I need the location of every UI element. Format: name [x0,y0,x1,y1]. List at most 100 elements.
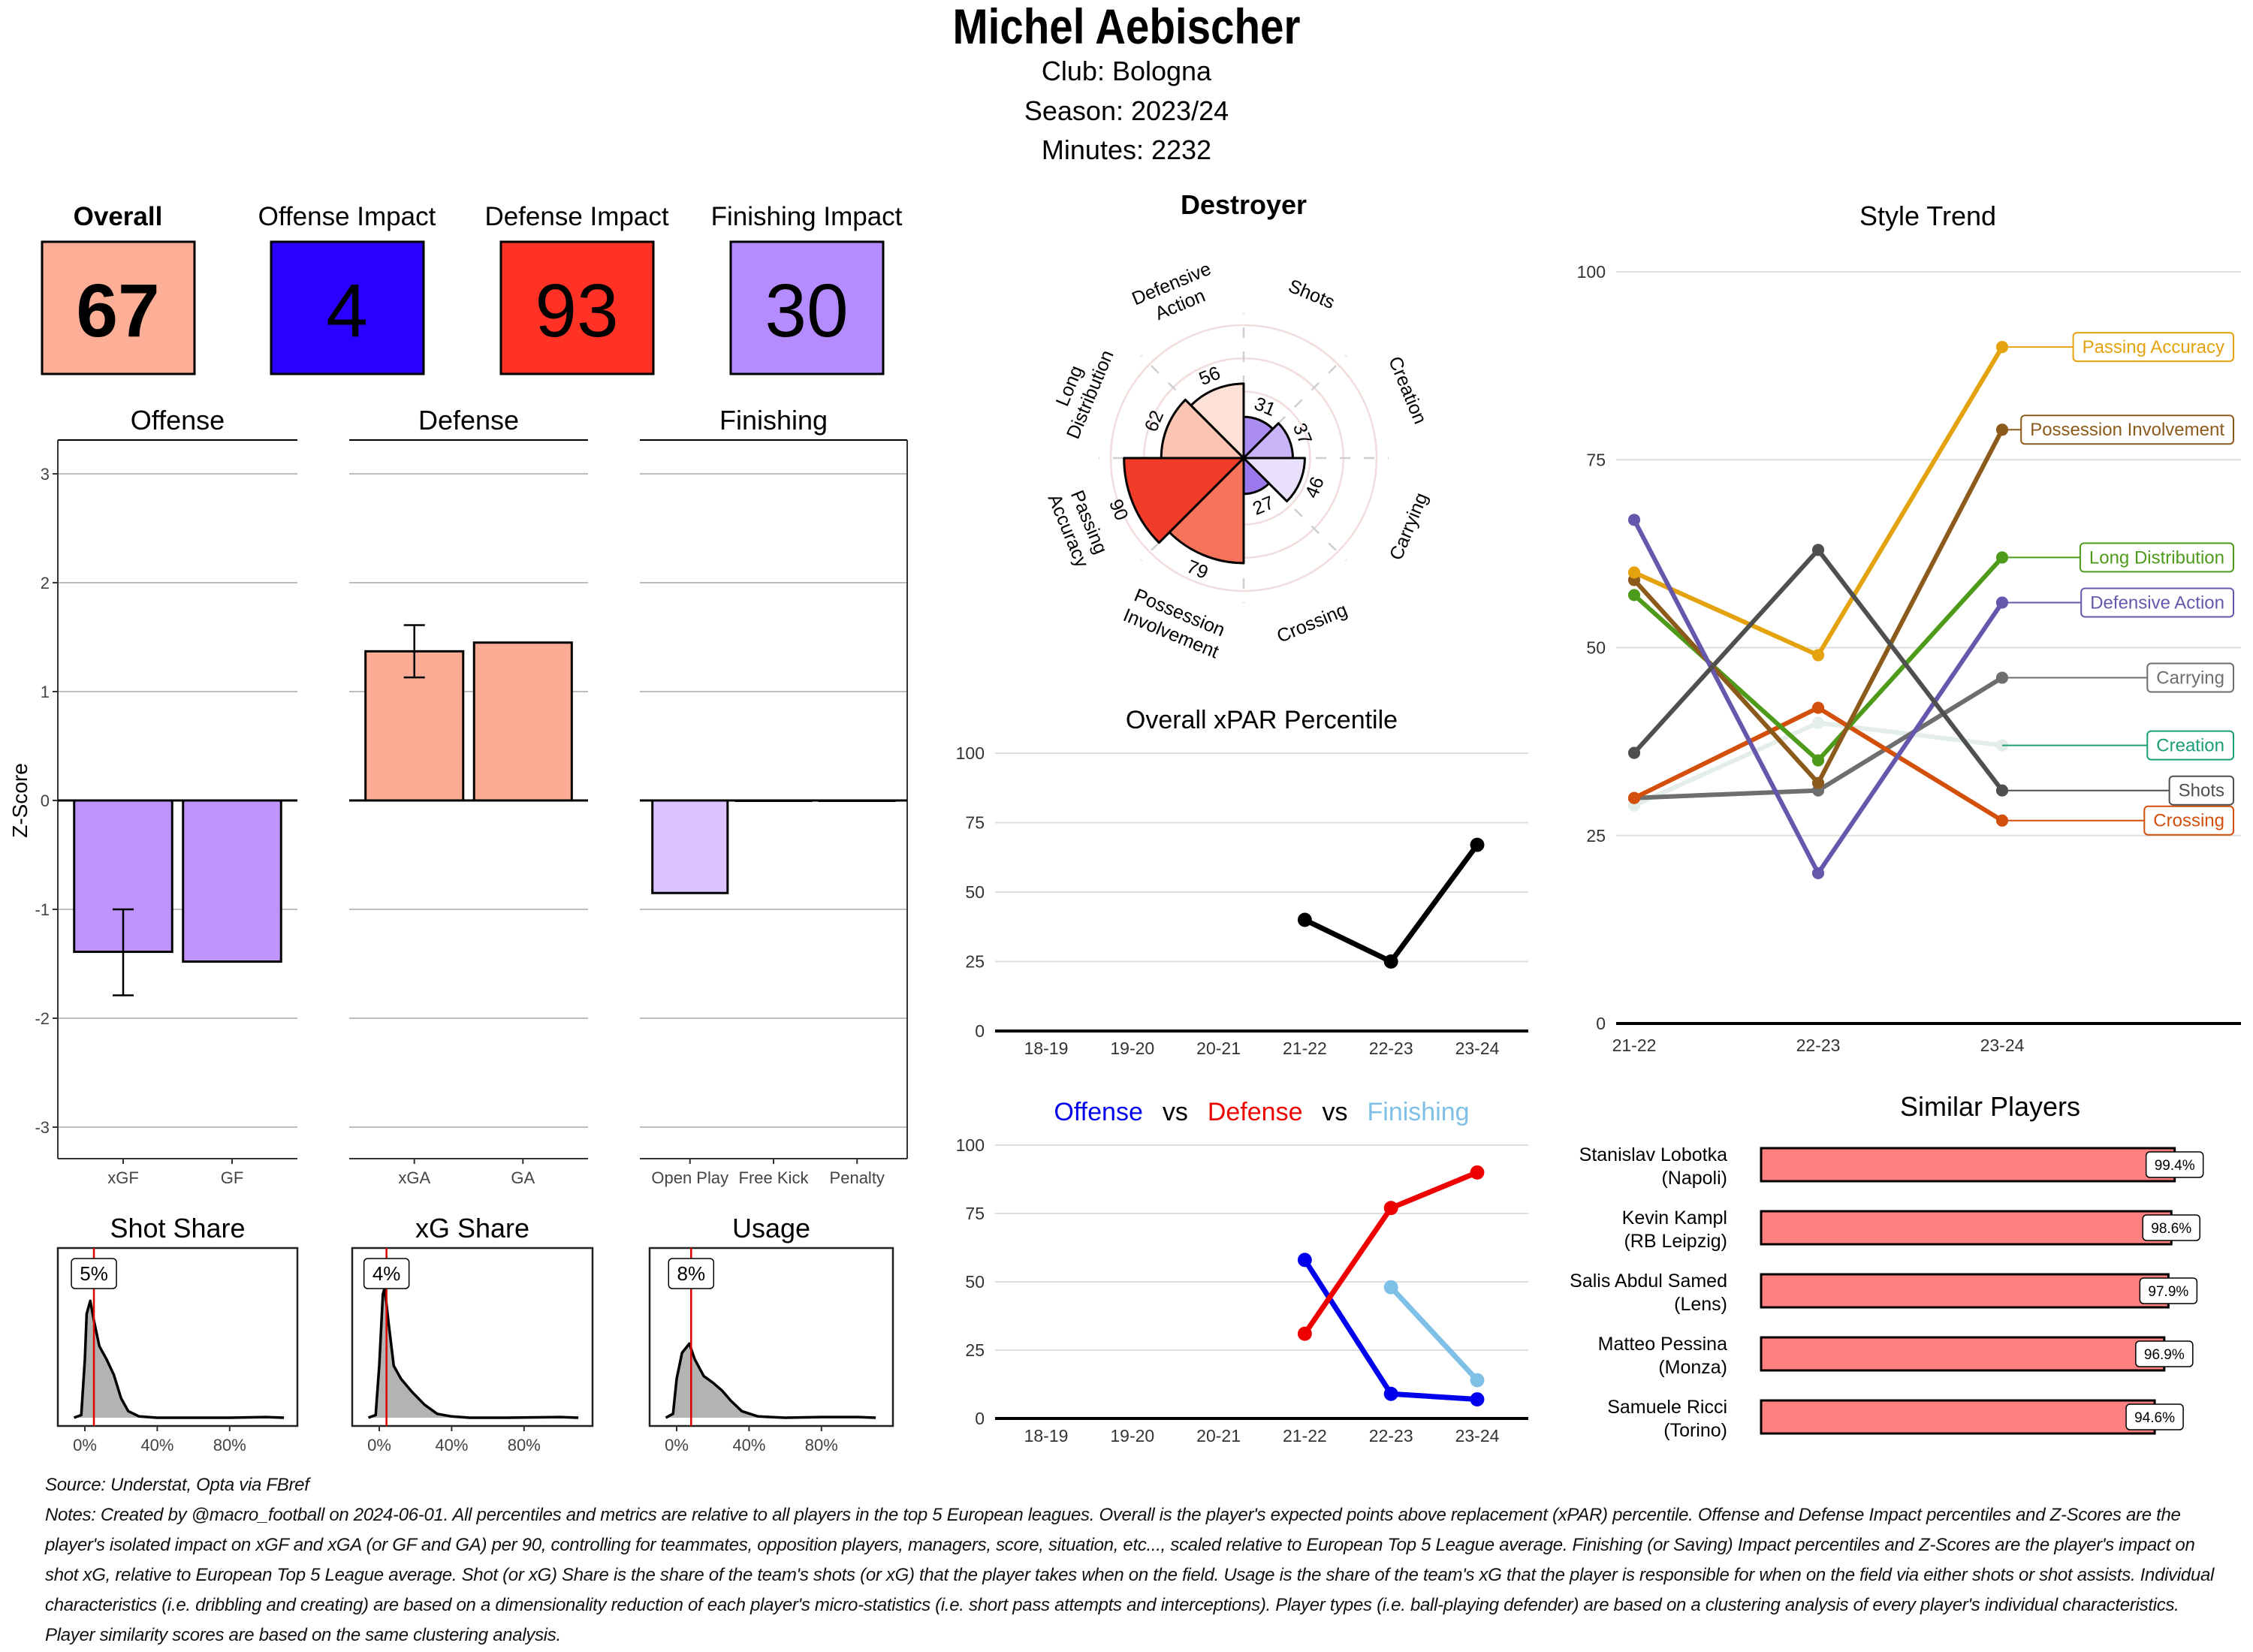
series-line [1303,843,1479,964]
x-tick-label: 21-22 [1612,1036,1657,1055]
zscore-panel-defense: Defense xGA GA [349,405,588,1187]
player-name: Michel Aebischer [953,0,1301,54]
footer: Source: Understat, Opta via FBref Notes:… [45,1470,2223,1650]
series-label-text: Creation [2156,736,2224,756]
x-tick-label: 23-24 [1455,1426,1500,1446]
series-label-text: Passing Accuracy [2083,337,2224,357]
series-point [1470,1373,1485,1388]
density-panel-usage: Usage 8% 0% 40% 80% [648,1213,894,1455]
bar-open-play [651,799,729,894]
x-tick-label: GF [221,1168,244,1187]
series-point [1811,544,1825,556]
series-label-creation: Creation [2002,730,2234,761]
radar-category-text: Crossing [1274,599,1350,647]
series-point [1383,1280,1398,1295]
similarity-bar [1760,1336,2166,1372]
style-trend-chart: 0 25 50 75 100 21-22 22-23 23-24 Style Trend Crea… [1577,200,2241,1055]
player-name: Samuele Ricci [1607,1397,1727,1418]
error-bar-xgf [113,908,134,996]
title-part: vs [1163,1098,1188,1126]
x-tick-label: 40% [435,1436,468,1455]
series-line [1633,345,2004,658]
density-area [74,1301,285,1418]
similarity-label: 97.9% [2148,1284,2188,1300]
score-label: Overall [74,202,163,231]
similar-player-row: Kevin Kampl (RB Leipzig) 98.6% [1622,1207,2200,1252]
bar-ga [472,641,573,802]
series-line [1389,1285,1479,1382]
x-tick-label: 23-24 [1980,1036,2025,1055]
x-tick-label: 21-22 [1283,1039,1327,1058]
series-point [1470,1165,1485,1180]
score-box [729,240,885,375]
similarity-bar [1760,1399,2156,1435]
player-value-label-box [668,1258,715,1289]
radar-wedge-defensive-action [1190,382,1245,460]
x-tick-label: 23-24 [1455,1039,1500,1058]
series-point [1627,746,1641,759]
panel-title: Shot Share [110,1213,245,1244]
similar-player-row: Samuele Ricci(Torino) 94.6% [1607,1397,2184,1441]
x-tick-label: GA [511,1168,535,1187]
score-card-overall: Overall 67 [41,202,196,375]
y-axis-label: Z-Score [8,763,32,838]
radar-category-label: Carrying [1386,490,1432,563]
radar-wedge-carrying [1242,457,1306,503]
title-part: Offense [1054,1098,1142,1126]
radar-wedge-long-distribution [1160,398,1245,460]
series-point [1627,566,1641,579]
series-point [1470,837,1485,852]
minutes-line: Minutes: 2232 [1042,134,1211,165]
score-value: 4 [326,269,368,353]
radar-category-text: Creation [1384,354,1431,427]
score-label: Finishing Impact [711,202,903,231]
similarity-label-box [2139,1277,2198,1304]
series-point [1297,1253,1312,1268]
y-tick-label: 75 [965,1204,985,1223]
x-tick-label: 80% [213,1436,246,1455]
series-line [1632,428,2004,785]
panel-frame [351,1247,594,1427]
x-tick-label: 0% [665,1436,689,1455]
y-tick-label: 100 [956,1135,985,1155]
similar-player-row: Stanislav Lobotka (Napoli) 99.4% [1579,1144,2204,1189]
similar-player-row: Matteo Pessina(Monza) 96.9% [1598,1334,2194,1378]
x-tick-label: 0% [367,1436,391,1455]
series-point [1383,954,1398,969]
error-bar-xga [403,624,425,679]
x-tick-label: 80% [508,1436,541,1455]
y-tick-label: -2 [35,1009,50,1028]
panel-frame [648,1247,894,1427]
similarity-label-box [2142,1214,2200,1241]
series-point [1811,867,1825,879]
series-point [1383,1201,1398,1216]
series-crossing [1627,701,2009,827]
x-tick-label: 18-19 [1024,1039,1069,1058]
series-point [1811,649,1825,662]
series-label-text: Possession Involvement [2030,420,2224,440]
xpar-series [1297,837,1485,969]
club-line: Club: Bologna [1042,56,1212,86]
player-club: (RB Leipzig) [1624,1231,1727,1252]
similar-players-chart: Similar Players Stanislav Lobotka (Napoli)… [1570,1091,2204,1441]
series-offense [1297,1253,1485,1406]
density-curve [367,1286,579,1419]
y-tick-label: 0 [975,1021,985,1041]
panel-title: Offense [131,405,225,436]
bar-gf [182,799,282,963]
xpar-percentile-chart: 0 25 50 75 100 18-19 19-20 20-21 21-22 22-23 23-24… [956,706,1528,1058]
player-value-label-box [363,1258,410,1289]
similarity-bar [1760,1210,2173,1246]
radar-ring [1109,324,1378,592]
panel-title: xG Share [415,1213,529,1244]
x-tick-label: xGF [107,1168,139,1187]
radar-value-label: 37 [1289,420,1317,447]
x-tick-label: 21-22 [1283,1426,1327,1446]
radar-wedge-passing-accuracy [1123,457,1245,544]
series-point [1627,791,1641,804]
series-label-passing-accuracy: Passing Accuracy [2002,332,2234,363]
y-tick-label: 3 [41,465,50,484]
series-label-text: Crossing [2153,811,2224,831]
